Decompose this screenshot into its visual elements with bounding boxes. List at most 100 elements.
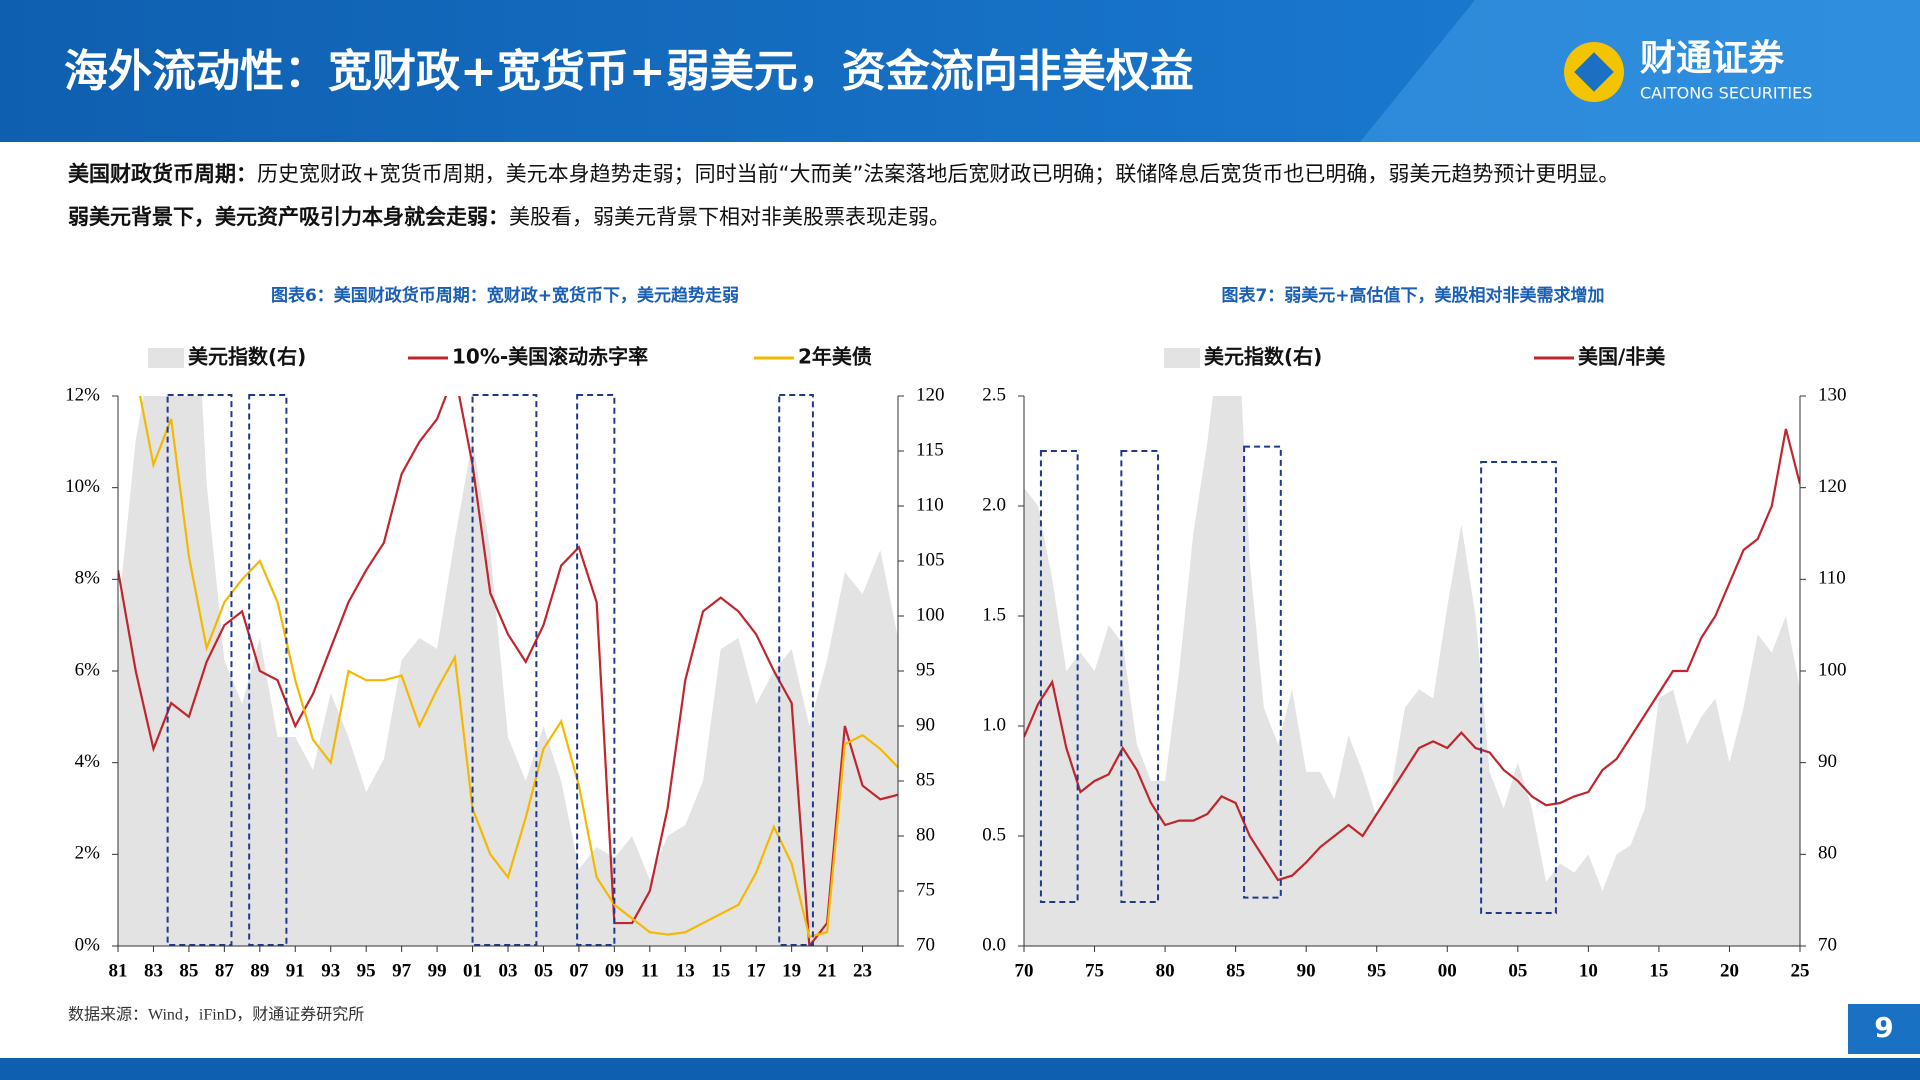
highlight-box (1480, 461, 1557, 914)
x-tick-label: 20 (1720, 960, 1739, 981)
x-tick-label: 80 (1156, 960, 1175, 981)
x-tick-label: 05 (1508, 960, 1527, 981)
y2-tick-label: 70 (916, 934, 935, 955)
x-tick-label: 85 (1226, 960, 1245, 981)
y2-tick-label: 100 (916, 604, 945, 625)
bullet-text: 历史宽财政+宽货币周期，美元本身趋势走弱；同时当前“大而美”法案落地后宽财政已明… (257, 162, 1619, 186)
bullet: 弱美元背景下，美元资产吸引力本身就会走弱：美股看，弱美元背景下相对非美股票表现走… (68, 205, 950, 229)
legend-label: 美元指数(右) (1204, 345, 1322, 369)
highlight-box (1243, 445, 1282, 899)
legend-swatch (148, 348, 184, 368)
bullet: 美国财政货币周期：历史宽财政+宽货币周期，美元本身趋势走弱；同时当前“大而美”法… (68, 162, 1619, 186)
highlight-box (1039, 450, 1079, 903)
y-tick-label: 8% (75, 568, 101, 589)
x-tick-label: 23 (853, 960, 872, 981)
chart-title: 图表7：弱美元+高估值下，美股相对非美需求增加 (1221, 285, 1604, 306)
x-tick-label: 13 (676, 960, 695, 981)
legend-swatch (1164, 348, 1200, 368)
bullet-label: 美国财政货币周期： (68, 162, 257, 186)
page-number-box (1848, 1004, 1920, 1054)
x-tick-label: 11 (641, 960, 659, 981)
y-tick-label: 2.0 (982, 494, 1006, 515)
x-tick-label: 15 (711, 960, 730, 981)
logo: 财通证券 CAITONG SECURITIES (1564, 38, 1812, 103)
y-tick-label: 1.0 (982, 714, 1006, 735)
x-tick-label: 90 (1297, 960, 1316, 981)
x-tick-label: 75 (1085, 960, 1104, 981)
chart-title: 图表6：美国财政货币周期：宽财政+宽货币下，美元趋势走弱 (271, 285, 739, 306)
y2-tick-label: 85 (916, 769, 935, 790)
highlight-box (1120, 450, 1160, 903)
y2-tick-label: 110 (1818, 568, 1846, 589)
legend-label: 美国/非美 (1578, 345, 1666, 369)
highlight-box (576, 394, 616, 946)
highlight-box (166, 394, 233, 946)
x-tick-label: 05 (534, 960, 553, 981)
x-tick-label: 89 (250, 960, 269, 981)
logo-cn: 财通证券 (1640, 38, 1785, 79)
y2-tick-label: 95 (916, 659, 935, 680)
x-tick-label: 10 (1579, 960, 1598, 981)
y2-tick-label: 90 (1818, 751, 1837, 772)
y2-tick-label: 80 (916, 824, 935, 845)
page-title: 海外流动性：宽财政+宽货币+弱美元，资金流向非美权益 (64, 46, 1194, 97)
y-tick-label: 0.0 (982, 934, 1006, 955)
y2-tick-label: 130 (1818, 384, 1847, 405)
x-tick-label: 17 (747, 960, 767, 981)
y-tick-label: 4% (75, 751, 101, 772)
x-tick-label: 95 (357, 960, 376, 981)
highlight-box (778, 394, 814, 946)
x-tick-label: 09 (605, 960, 624, 981)
x-tick-label: 83 (144, 960, 163, 981)
highlight-box (248, 394, 288, 946)
x-tick-label: 25 (1791, 960, 1810, 981)
y-tick-label: 12% (65, 384, 100, 405)
x-tick-label: 95 (1367, 960, 1386, 981)
x-tick-label: 19 (782, 960, 801, 981)
legend-label: 美元指数(右) (188, 345, 306, 369)
y-tick-label: 2.5 (982, 384, 1006, 405)
logo-en: CAITONG SECURITIES (1640, 84, 1812, 103)
line-series (139, 396, 898, 939)
y-tick-label: 0.5 (982, 824, 1006, 845)
bullet-text: 美股看，弱美元背景下相对非美股票表现走弱。 (509, 205, 950, 229)
x-tick-label: 03 (499, 960, 518, 981)
y-tick-label: 1.5 (982, 604, 1006, 625)
x-tick-label: 91 (286, 960, 305, 981)
x-tick-label: 93 (321, 960, 340, 981)
y2-tick-label: 75 (916, 879, 935, 900)
y2-tick-label: 80 (1818, 843, 1837, 864)
x-tick-label: 01 (463, 960, 482, 981)
y-tick-label: 10% (65, 476, 100, 497)
source: 数据来源：Wind，iFinD，财通证券研究所 (68, 1006, 364, 1024)
x-tick-label: 97 (392, 960, 412, 981)
page-number: 9 (1874, 1011, 1893, 1044)
x-tick-label: 99 (428, 960, 447, 981)
y-tick-label: 0% (75, 934, 101, 955)
y2-tick-label: 105 (916, 549, 945, 570)
y2-tick-label: 120 (916, 384, 945, 405)
x-tick-label: 21 (818, 960, 837, 981)
y2-tick-label: 115 (916, 439, 944, 460)
x-tick-label: 00 (1438, 960, 1457, 981)
area-series (118, 396, 898, 946)
legend-label: 2年美债 (798, 345, 872, 369)
y-tick-label: 2% (75, 843, 101, 864)
y2-tick-label: 120 (1818, 476, 1847, 497)
y2-tick-label: 100 (1818, 659, 1847, 680)
x-tick-label: 70 (1015, 960, 1034, 981)
x-tick-label: 15 (1649, 960, 1668, 981)
highlight-box (471, 394, 538, 946)
x-tick-label: 81 (109, 960, 128, 981)
x-tick-label: 07 (569, 960, 589, 981)
area-series (1024, 396, 1800, 946)
footer-bar (0, 1058, 1920, 1080)
y2-tick-label: 90 (916, 714, 935, 735)
y2-tick-label: 110 (916, 494, 944, 515)
line-series (1024, 428, 1800, 882)
x-tick-label: 87 (215, 960, 235, 981)
line-series (118, 396, 898, 946)
legend-label: 10%-美国滚动赤字率 (452, 345, 648, 369)
header-accent (1360, 0, 1920, 142)
